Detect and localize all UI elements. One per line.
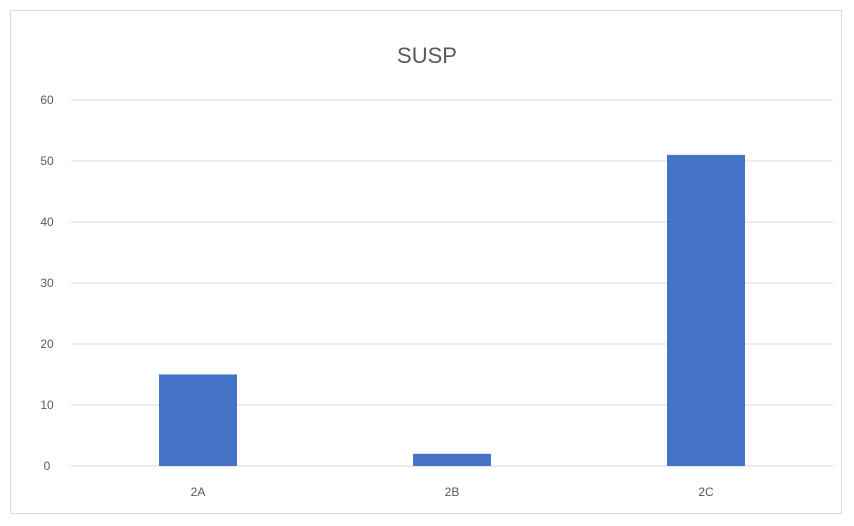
- bar-2b: [413, 453, 491, 466]
- x-tick-label: 2B: [445, 485, 460, 499]
- y-tick-label: 0: [44, 459, 51, 473]
- bar-2a: [159, 374, 237, 466]
- x-axis-ticks: 2A 2B 2C: [191, 485, 714, 499]
- bar-chart: SUSP 0 10 20 30 40 50 60 2A 2B 2C: [40, 43, 833, 499]
- chart-title: SUSP: [397, 43, 457, 68]
- bar-2c: [667, 154, 745, 466]
- bars: [159, 154, 745, 466]
- y-tick-label: 10: [40, 398, 54, 412]
- y-tick-label: 60: [40, 93, 54, 107]
- y-axis-ticks: 0 10 20 30 40 50 60: [40, 93, 54, 473]
- chart-frame: SUSP 0 10 20 30 40 50 60 2A 2B 2C: [10, 10, 842, 514]
- x-tick-label: 2A: [191, 485, 206, 499]
- y-tick-label: 20: [40, 337, 54, 351]
- y-tick-label: 50: [40, 154, 54, 168]
- y-tick-label: 30: [40, 276, 54, 290]
- y-tick-label: 40: [40, 215, 54, 229]
- x-tick-label: 2C: [698, 485, 714, 499]
